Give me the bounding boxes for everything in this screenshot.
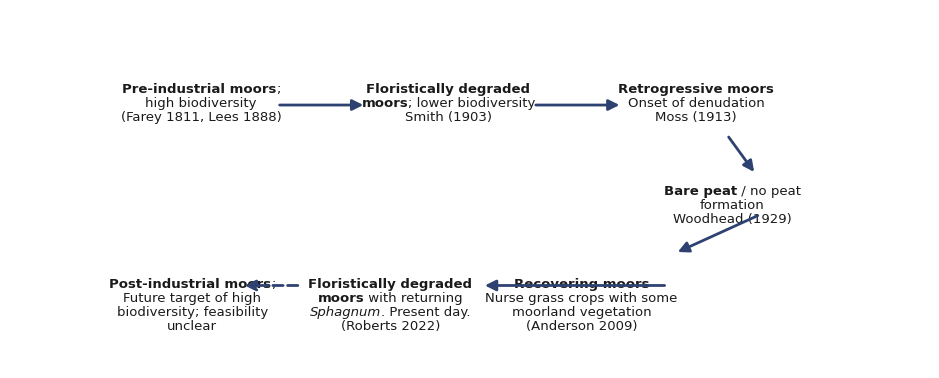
Text: with returning: with returning xyxy=(364,292,463,305)
Text: ;: ; xyxy=(271,278,275,291)
Text: moorland vegetation: moorland vegetation xyxy=(512,306,652,319)
Text: unclear: unclear xyxy=(167,320,217,333)
Text: Sphagnum: Sphagnum xyxy=(310,306,381,319)
Text: Floristically degraded: Floristically degraded xyxy=(366,83,531,96)
Text: (Roberts 2022): (Roberts 2022) xyxy=(341,320,440,333)
Text: (Anderson 2009): (Anderson 2009) xyxy=(526,320,638,333)
Text: moors: moors xyxy=(317,292,364,305)
Text: ; lower biodiversity: ; lower biodiversity xyxy=(408,97,535,110)
Text: Nurse grass crops with some: Nurse grass crops with some xyxy=(485,292,678,305)
Text: high biodiversity: high biodiversity xyxy=(146,97,256,110)
Text: . Present day.: . Present day. xyxy=(381,306,470,319)
Text: Woodhead (1929): Woodhead (1929) xyxy=(673,213,792,226)
Text: Moss (1913): Moss (1913) xyxy=(655,111,737,124)
Text: Recovering moors: Recovering moors xyxy=(514,278,650,291)
Text: (Farey 1811, Lees 1888): (Farey 1811, Lees 1888) xyxy=(121,111,282,124)
Text: Post-industrial moors: Post-industrial moors xyxy=(109,278,271,291)
Text: / no peat: / no peat xyxy=(737,185,801,198)
Text: Bare peat: Bare peat xyxy=(664,185,737,198)
Text: Smith (1903): Smith (1903) xyxy=(405,111,492,124)
Text: ;: ; xyxy=(276,83,281,96)
Text: Onset of denudation: Onset of denudation xyxy=(627,97,764,110)
Text: Pre-industrial moors: Pre-industrial moors xyxy=(122,83,276,96)
Text: Retrogressive moors: Retrogressive moors xyxy=(618,83,774,96)
Text: moors: moors xyxy=(362,97,408,110)
Text: Floristically degraded: Floristically degraded xyxy=(308,278,472,291)
Text: formation: formation xyxy=(700,199,764,212)
Text: biodiversity; feasibility: biodiversity; feasibility xyxy=(116,306,268,319)
Text: Future target of high: Future target of high xyxy=(123,292,261,305)
